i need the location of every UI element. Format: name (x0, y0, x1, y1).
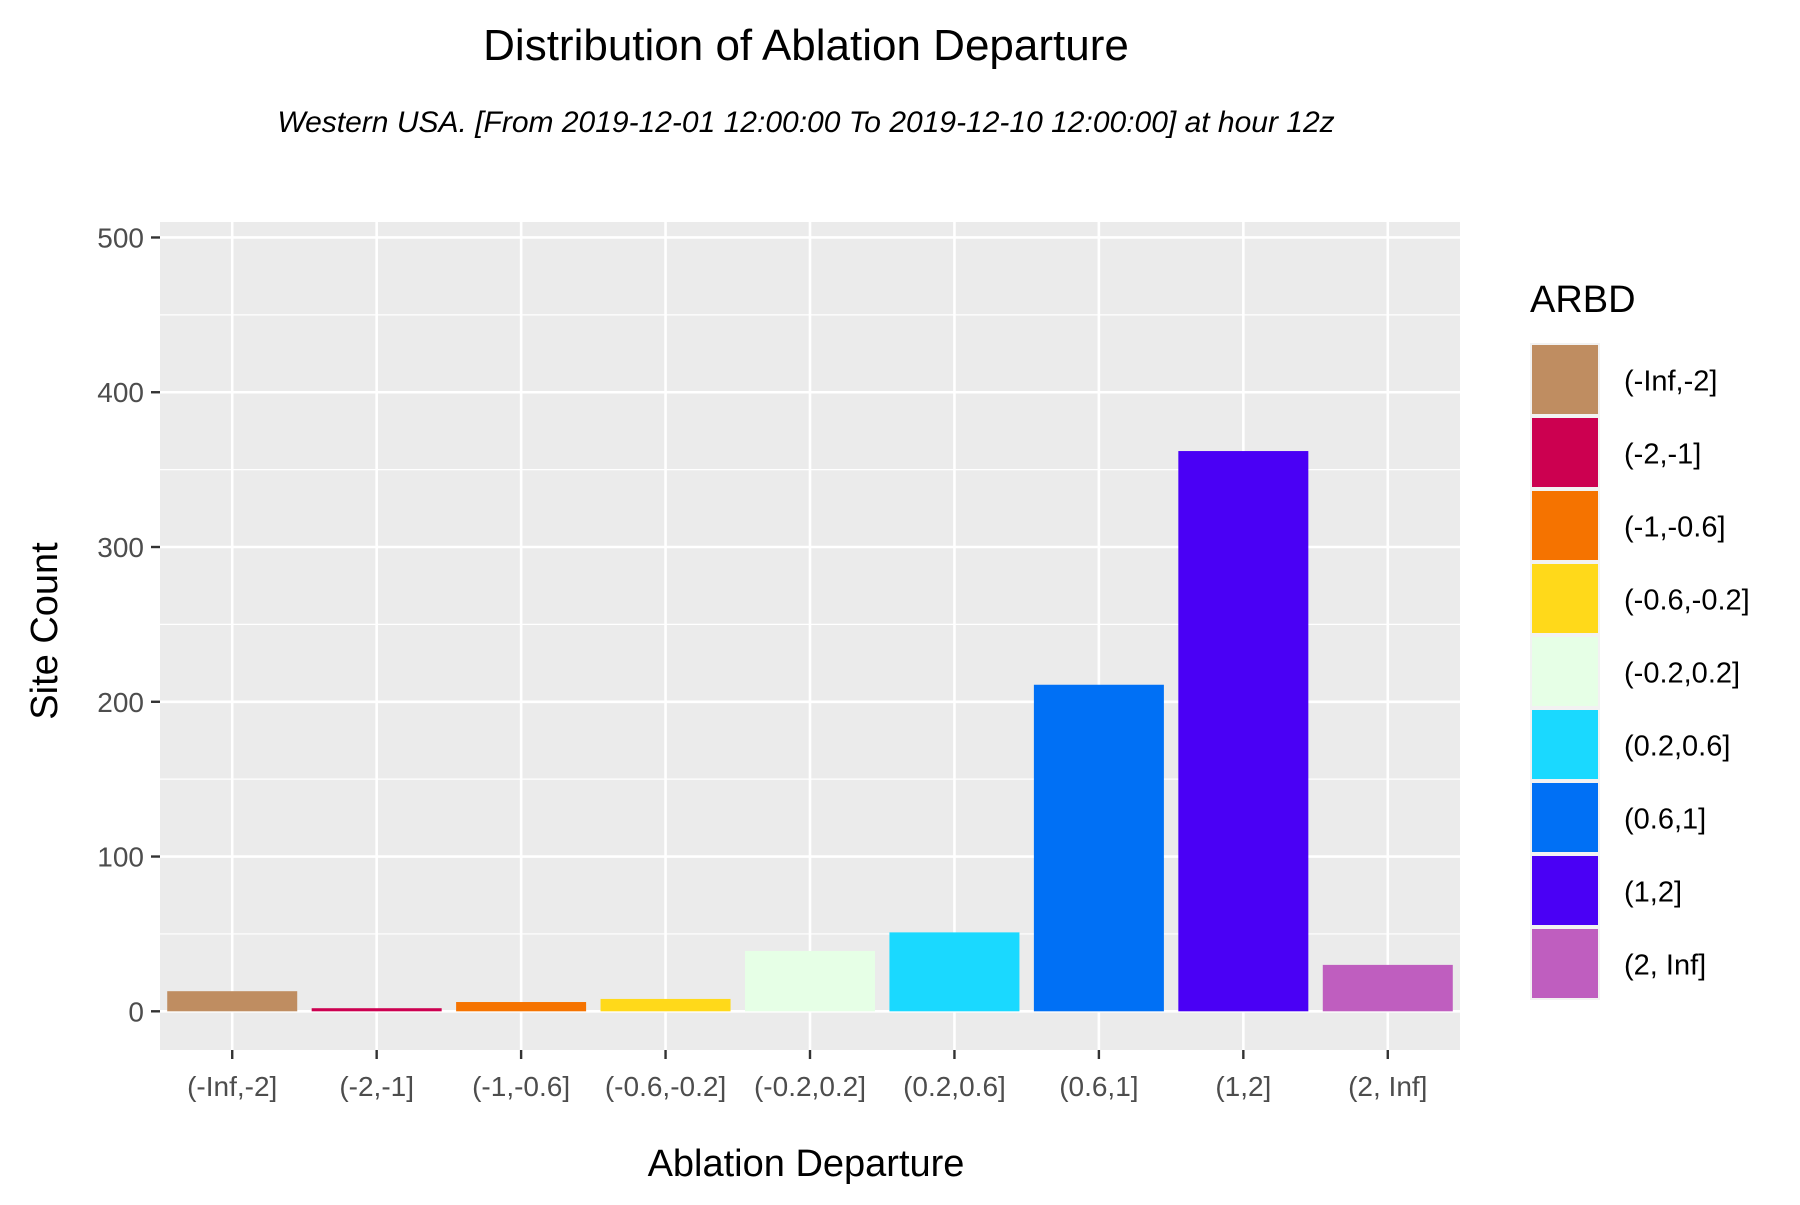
bar (456, 1002, 587, 1012)
y-tick-label: 100 (97, 842, 144, 873)
x-tick-label: (-0.6,-0.2] (605, 1071, 726, 1102)
x-tick-label: (-1,-0.6] (472, 1071, 570, 1102)
legend-label: (2, Inf] (1624, 950, 1706, 982)
x-axis-label: Ablation Departure (648, 1143, 965, 1185)
bar (600, 998, 731, 1012)
legend-key (1532, 929, 1598, 998)
y-tick-label: 400 (97, 377, 144, 408)
legend-key (1532, 418, 1598, 487)
x-tick-label: (0.6,1] (1059, 1071, 1138, 1102)
x-tick-label: (-2,-1] (339, 1071, 414, 1102)
legend-title: ARBD (1530, 279, 1636, 321)
bar (167, 991, 298, 1012)
bar (889, 932, 1020, 1012)
y-tick-label: 0 (128, 996, 144, 1027)
legend-key (1532, 345, 1598, 414)
y-tick-label: 500 (97, 222, 144, 253)
bar (311, 1008, 442, 1012)
x-tick-label: (2, Inf] (1348, 1071, 1427, 1102)
legend-label: (-0.2,0.2] (1624, 658, 1740, 690)
legend-key (1532, 783, 1598, 852)
x-tick-label: (-Inf,-2] (187, 1071, 277, 1102)
legend-key (1532, 856, 1598, 925)
legend-key (1532, 491, 1598, 560)
bar (745, 950, 875, 1012)
y-tick-label: 200 (97, 687, 144, 718)
x-tick-label: (0.2,0.6] (903, 1071, 1006, 1102)
bar (1178, 451, 1309, 1012)
legend: ARBD (-Inf,-2] (-2,-1] (-1,-0.6] (-0.6,-0.2… (1530, 279, 1750, 1000)
x-tick-label: (1,2] (1215, 1071, 1271, 1102)
legend-key (1532, 710, 1598, 779)
y-axis-label: Site Count (24, 542, 66, 720)
legend-label: (-1,-0.6] (1624, 512, 1726, 544)
legend-label: (-Inf,-2] (1624, 366, 1717, 398)
legend-key (1532, 637, 1598, 706)
chart-subtitle: Western USA. [From 2019-12-01 12:00:00 T… (277, 106, 1334, 139)
legend-key (1532, 564, 1598, 633)
x-tick-label: (-0.2,0.2] (754, 1071, 866, 1102)
plot-panel: 0 100 200 300 400 500 (-Inf,-2] (-2,-1] (-1,-0.6… (97, 222, 1460, 1102)
legend-label: (-0.6,-0.2] (1624, 585, 1750, 617)
bar (1322, 964, 1453, 1012)
legend-label: (-2,-1] (1624, 439, 1701, 471)
bar (1033, 684, 1164, 1012)
chart-title: Distribution of Ablation Departure (483, 21, 1129, 70)
legend-label: (0.6,1] (1624, 804, 1706, 836)
y-tick-label: 300 (97, 532, 144, 563)
legend-label: (1,2] (1624, 877, 1682, 909)
legend-label: (0.2,0.6] (1624, 731, 1730, 763)
